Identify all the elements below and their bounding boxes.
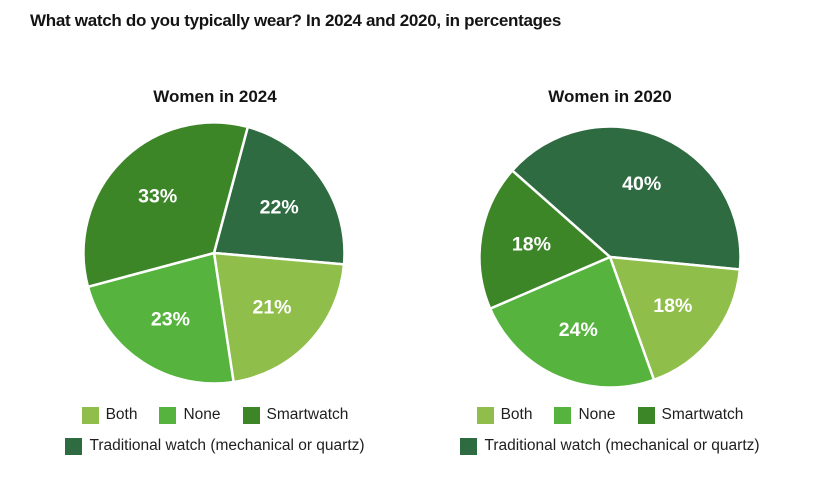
slice-value-label: 33% <box>138 186 177 208</box>
legend-label: Smartwatch <box>266 406 349 423</box>
slice-value-label: 24% <box>559 319 598 341</box>
pie-chart-2020: 40% 18% 24% 18% <box>478 125 742 389</box>
pie-slice-traditional <box>511 125 742 271</box>
legend-swatch-icon <box>159 406 177 424</box>
legend-2020: Both None Smartwatch Traditional watch (mec… <box>415 406 805 455</box>
legend-swatch-icon <box>81 406 99 424</box>
legend-row: Traditional watch (mechanical or quartz) <box>65 437 365 455</box>
legend-swatch-icon <box>637 406 655 424</box>
legend-label: Traditional watch (mechanical or quartz) <box>89 437 365 454</box>
legend-label: None <box>578 406 616 423</box>
pie-slice-both <box>608 255 742 382</box>
slice-value-label: 23% <box>151 309 190 331</box>
legend-2024: Both None Smartwatch Traditional watch (mec… <box>20 406 410 455</box>
legend-label: Smartwatch <box>661 406 744 423</box>
slice-value-label: 40% <box>622 173 661 195</box>
legend-label: Both <box>105 406 138 423</box>
page-title: What watch do you typically wear? In 202… <box>30 11 561 30</box>
legend-label: Both <box>500 406 533 423</box>
legend-row: Both None Smartwatch <box>476 406 744 424</box>
pie-slice-smartwatch <box>82 121 250 289</box>
legend-swatch-icon <box>554 406 572 424</box>
pie-slice-smartwatch <box>478 169 612 310</box>
slice-value-label: 21% <box>252 297 291 319</box>
chart-column-2024: Women in 2024 22% 21% 23% 33% Both None Smart… <box>20 0 410 492</box>
legend-row: Both None Smartwatch <box>81 406 349 424</box>
pie-slice-none <box>488 255 656 389</box>
legend-item-smartwatch: Smartwatch <box>242 406 349 424</box>
legend-label: None <box>183 406 221 423</box>
legend-swatch-icon <box>242 406 260 424</box>
legend-row: Traditional watch (mechanical or quartz) <box>460 437 760 455</box>
chart-title-2020: Women in 2020 <box>548 87 672 106</box>
legend-item-none: None <box>554 406 616 424</box>
legend-item-none: None <box>159 406 221 424</box>
legend-swatch-icon <box>476 406 494 424</box>
legend-item-both: Both <box>476 406 533 424</box>
legend-swatch-icon <box>65 437 83 455</box>
slice-value-label: 18% <box>653 295 692 317</box>
pie-chart-2024: 22% 21% 23% 33% <box>82 121 346 385</box>
pie-slice-none <box>86 251 235 385</box>
pie-slice-traditional <box>212 125 346 266</box>
legend-item-traditional: Traditional watch (mechanical or quartz) <box>65 437 365 455</box>
chart-title-2024: Women in 2024 <box>153 87 277 106</box>
legend-item-traditional: Traditional watch (mechanical or quartz) <box>460 437 760 455</box>
legend-swatch-icon <box>460 437 478 455</box>
pie-slice-both <box>212 251 346 384</box>
chart-column-2020: Women in 2020 40% 18% 24% 18% Both None Smart… <box>415 0 805 492</box>
legend-label: Traditional watch (mechanical or quartz) <box>484 437 760 454</box>
slice-value-label: 22% <box>260 196 299 218</box>
legend-item-smartwatch: Smartwatch <box>637 406 744 424</box>
slice-value-label: 18% <box>512 233 551 255</box>
legend-item-both: Both <box>81 406 138 424</box>
